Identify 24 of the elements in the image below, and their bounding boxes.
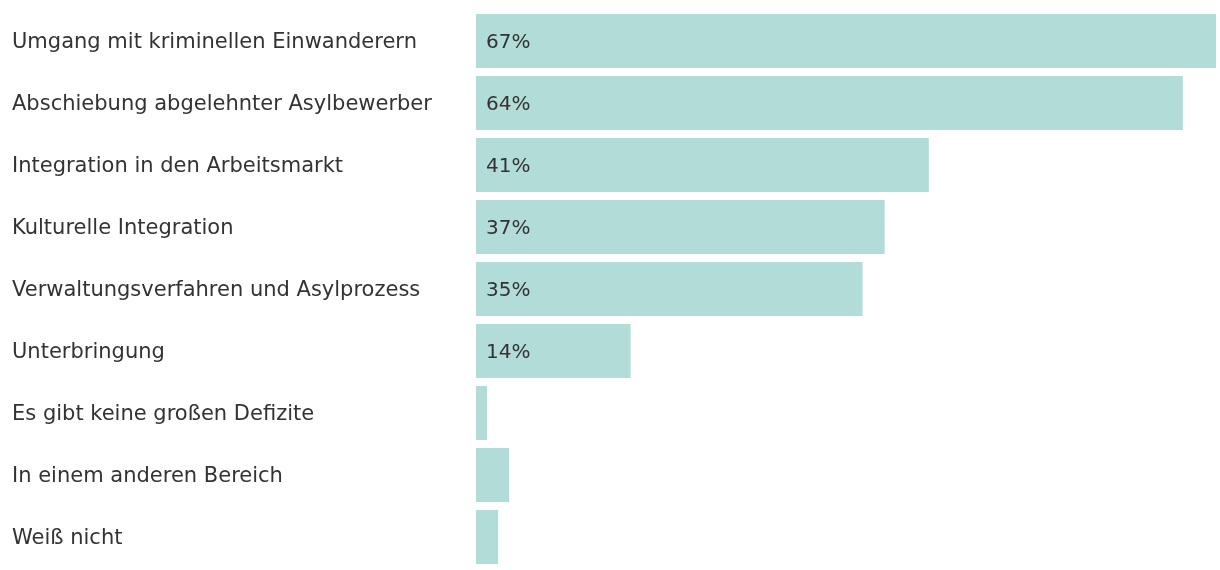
y-tick-label: Weiß nicht <box>12 525 123 549</box>
bar <box>476 138 929 192</box>
y-tick-label: Unterbringung <box>12 339 165 363</box>
y-tick-label: In einem anderen Bereich <box>12 463 283 487</box>
bar <box>476 448 510 502</box>
y-tick-label: Kulturelle Integration <box>12 215 234 239</box>
data-label: 64% <box>486 91 531 116</box>
bar <box>476 262 863 316</box>
y-tick-label: Umgang mit kriminellen Einwanderern <box>12 29 417 53</box>
data-label: 41% <box>486 153 531 178</box>
bar <box>476 510 499 564</box>
data-label: 37% <box>486 215 531 240</box>
y-tick-label: Abschiebung abgelehnter Asylbewerber <box>12 91 433 115</box>
y-tick-label: Integration in den Arbeitsmarkt <box>12 153 344 177</box>
bar <box>476 200 885 254</box>
data-label: 67% <box>486 29 531 54</box>
bar <box>476 14 1216 68</box>
bar <box>476 386 488 440</box>
bar <box>476 324 631 378</box>
y-tick-label: Es gibt keine großen Defizite <box>12 401 315 425</box>
y-tick-label: Verwaltungsverfahren und Asylprozess <box>12 277 421 301</box>
bar <box>476 76 1183 130</box>
data-label: 35% <box>486 277 531 302</box>
data-label: 14% <box>486 339 531 364</box>
